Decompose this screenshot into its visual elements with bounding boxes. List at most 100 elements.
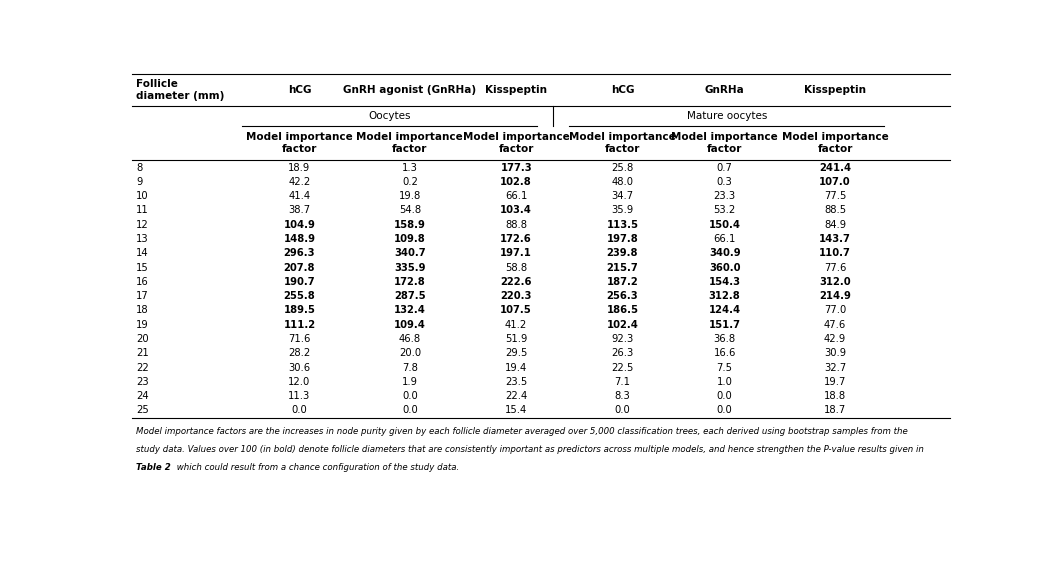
Text: 18: 18 <box>136 305 149 315</box>
Text: 30.9: 30.9 <box>824 348 846 358</box>
Text: 41.4: 41.4 <box>288 191 310 201</box>
Text: Kisspeptin: Kisspeptin <box>804 85 866 95</box>
Text: 0.0: 0.0 <box>716 391 732 401</box>
Text: 312.0: 312.0 <box>820 277 850 287</box>
Text: 107.5: 107.5 <box>500 305 532 315</box>
Text: 22.4: 22.4 <box>505 391 528 401</box>
Text: 47.6: 47.6 <box>824 320 846 330</box>
Text: 0.7: 0.7 <box>716 162 732 173</box>
Text: 151.7: 151.7 <box>709 320 741 330</box>
Text: Model importance
factor: Model importance factor <box>671 132 778 155</box>
Text: hCG: hCG <box>611 85 634 95</box>
Text: 113.5: 113.5 <box>607 220 638 230</box>
Text: 42.9: 42.9 <box>824 334 846 344</box>
Text: 41.2: 41.2 <box>505 320 528 330</box>
Text: 32.7: 32.7 <box>824 362 846 373</box>
Text: 177.3: 177.3 <box>500 162 532 173</box>
Text: 26.3: 26.3 <box>611 348 634 358</box>
Text: 222.6: 222.6 <box>500 277 532 287</box>
Text: 10: 10 <box>136 191 149 201</box>
Text: 111.2: 111.2 <box>284 320 315 330</box>
Text: Kisspeptin: Kisspeptin <box>485 85 548 95</box>
Text: 256.3: 256.3 <box>607 291 638 301</box>
Text: Follicle
diameter (mm): Follicle diameter (mm) <box>136 79 225 101</box>
Text: 23.3: 23.3 <box>713 191 735 201</box>
Text: 34.7: 34.7 <box>612 191 633 201</box>
Text: Model importance
factor: Model importance factor <box>782 132 888 155</box>
Text: 110.7: 110.7 <box>819 248 851 259</box>
Text: 84.9: 84.9 <box>824 220 846 230</box>
Text: 0.3: 0.3 <box>716 177 732 187</box>
Text: 187.2: 187.2 <box>607 277 638 287</box>
Text: hCG: hCG <box>288 85 311 95</box>
Text: 14: 14 <box>136 248 149 259</box>
Text: Model importance
factor: Model importance factor <box>463 132 570 155</box>
Text: 214.9: 214.9 <box>819 291 851 301</box>
Text: 13: 13 <box>136 234 149 244</box>
Text: 107.0: 107.0 <box>820 177 850 187</box>
Text: Mature oocytes: Mature oocytes <box>687 111 767 121</box>
Text: 197.8: 197.8 <box>607 234 638 244</box>
Text: 103.4: 103.4 <box>500 206 532 215</box>
Text: 24: 24 <box>136 391 149 401</box>
Text: 360.0: 360.0 <box>709 262 741 273</box>
Text: 77.0: 77.0 <box>824 305 846 315</box>
Text: 104.9: 104.9 <box>284 220 315 230</box>
Text: 197.1: 197.1 <box>500 248 532 259</box>
Text: Model importance
factor: Model importance factor <box>569 132 676 155</box>
Text: 19.8: 19.8 <box>399 191 421 201</box>
Text: 312.8: 312.8 <box>709 291 741 301</box>
Text: 0.0: 0.0 <box>291 405 307 415</box>
Text: 241.4: 241.4 <box>819 162 851 173</box>
Text: 51.9: 51.9 <box>505 334 528 344</box>
Text: 35.9: 35.9 <box>611 206 634 215</box>
Text: 92.3: 92.3 <box>611 334 634 344</box>
Text: 20.0: 20.0 <box>399 348 421 358</box>
Text: which could result from a chance configuration of the study data.: which could result from a chance configu… <box>174 464 459 473</box>
Text: 88.5: 88.5 <box>824 206 846 215</box>
Text: 15.4: 15.4 <box>505 405 528 415</box>
Text: 17: 17 <box>136 291 149 301</box>
Text: 0.0: 0.0 <box>402 405 418 415</box>
Text: 18.8: 18.8 <box>824 391 846 401</box>
Text: 53.2: 53.2 <box>713 206 735 215</box>
Text: 287.5: 287.5 <box>395 291 425 301</box>
Text: 109.4: 109.4 <box>394 320 426 330</box>
Text: 21: 21 <box>136 348 149 358</box>
Text: 42.2: 42.2 <box>288 177 310 187</box>
Text: 102.8: 102.8 <box>500 177 532 187</box>
Text: 207.8: 207.8 <box>284 262 315 273</box>
Text: 124.4: 124.4 <box>709 305 741 315</box>
Text: Model importance
factor: Model importance factor <box>246 132 352 155</box>
Text: 7.8: 7.8 <box>402 362 418 373</box>
Text: 296.3: 296.3 <box>284 248 315 259</box>
Text: 18.9: 18.9 <box>288 162 310 173</box>
Text: 189.5: 189.5 <box>284 305 315 315</box>
Text: 16: 16 <box>136 277 149 287</box>
Text: 11.3: 11.3 <box>288 391 310 401</box>
Text: 12.0: 12.0 <box>288 377 310 387</box>
Text: 172.8: 172.8 <box>394 277 426 287</box>
Text: Oocytes: Oocytes <box>368 111 410 121</box>
Text: 16.6: 16.6 <box>713 348 735 358</box>
Text: 66.1: 66.1 <box>713 234 735 244</box>
Text: 340.9: 340.9 <box>709 248 741 259</box>
Text: Model importance
factor: Model importance factor <box>357 132 463 155</box>
Text: 158.9: 158.9 <box>394 220 426 230</box>
Text: 255.8: 255.8 <box>284 291 315 301</box>
Text: Model importance factors are the increases in node purity given by each follicle: Model importance factors are the increas… <box>136 427 907 436</box>
Text: GnRH agonist (GnRHa): GnRH agonist (GnRHa) <box>343 85 477 95</box>
Text: 132.4: 132.4 <box>394 305 426 315</box>
Text: 9: 9 <box>136 177 142 187</box>
Text: 77.5: 77.5 <box>824 191 846 201</box>
Text: 0.0: 0.0 <box>716 405 732 415</box>
Text: 66.1: 66.1 <box>505 191 528 201</box>
Text: 23.5: 23.5 <box>505 377 528 387</box>
Text: 7.5: 7.5 <box>716 362 732 373</box>
Text: 58.8: 58.8 <box>505 262 528 273</box>
Text: 29.5: 29.5 <box>505 348 528 358</box>
Text: 25.8: 25.8 <box>611 162 634 173</box>
Text: 77.6: 77.6 <box>824 262 846 273</box>
Text: 19.4: 19.4 <box>505 362 528 373</box>
Text: 172.6: 172.6 <box>500 234 532 244</box>
